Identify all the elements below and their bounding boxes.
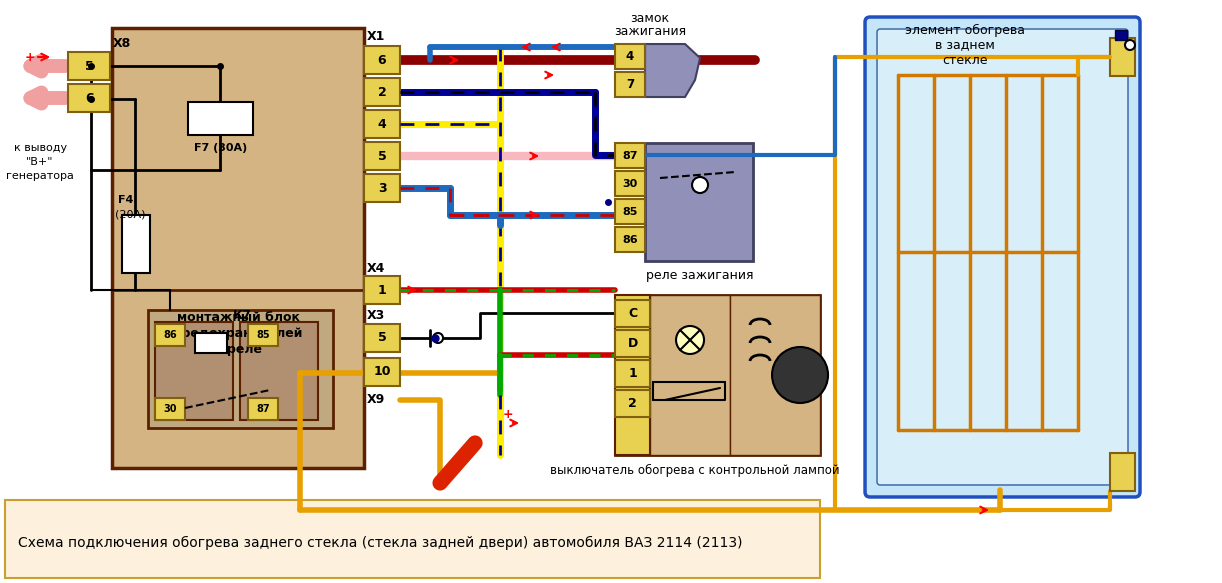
Text: 85: 85 [622,206,638,216]
Circle shape [676,326,704,354]
Text: к выводу: к выводу [13,143,67,153]
Text: в заднем: в заднем [935,38,995,51]
Text: реле зажигания: реле зажигания [646,269,754,282]
Text: монтажный блок: монтажный блок [177,311,299,325]
Text: X1: X1 [367,30,385,43]
Text: 5: 5 [378,332,386,345]
Bar [1110,453,1135,491]
Bar [1114,30,1127,40]
Text: К7: К7 [232,310,252,322]
Bar [155,398,185,420]
Text: 87: 87 [257,404,270,414]
Circle shape [433,333,444,343]
Bar [364,276,400,304]
Text: элемент обогрева: элемент обогрева [906,23,1025,37]
Text: зажигания: зажигания [613,24,686,37]
Text: 85: 85 [257,330,270,340]
Text: 87: 87 [622,150,638,160]
Bar [248,398,279,420]
Bar [615,227,645,252]
Text: X8: X8 [114,37,131,50]
Text: "В+": "В+" [27,157,54,167]
Text: 5: 5 [378,149,386,163]
Text: C: C [628,307,637,320]
Text: +: + [24,51,35,64]
Circle shape [692,177,708,193]
Bar [248,324,279,346]
Circle shape [772,347,829,403]
Bar [615,295,650,455]
Bar [615,143,645,168]
Text: и реле: и реле [214,343,262,356]
Text: 86: 86 [164,330,177,340]
Text: 5: 5 [84,59,93,72]
Bar [364,358,400,386]
Bar [615,295,820,455]
Text: 4: 4 [626,50,634,63]
Text: 1: 1 [378,283,386,297]
Bar [615,300,650,327]
Text: 2: 2 [628,397,637,410]
Bar [364,324,400,352]
Text: +: + [502,409,513,422]
Bar [615,330,650,357]
Circle shape [1125,40,1135,50]
Bar [615,199,645,224]
Bar [615,44,645,69]
Bar [364,142,400,170]
Bar [615,360,650,387]
Polygon shape [645,44,700,97]
Text: 86: 86 [622,234,638,244]
Bar [364,46,400,74]
Text: 6: 6 [84,92,93,104]
Text: X4: X4 [367,262,385,275]
Bar [122,215,150,273]
Bar [155,322,233,420]
Text: D: D [627,337,638,350]
Text: 1: 1 [628,367,637,380]
Bar [148,310,334,428]
Bar [188,102,253,135]
Bar [364,78,400,106]
Text: X3: X3 [367,310,385,322]
Bar [615,390,650,417]
Bar [645,143,753,261]
Text: стекле: стекле [942,54,987,66]
Bar [615,171,645,196]
Bar [1110,38,1135,76]
Bar [364,110,400,138]
Text: 4: 4 [378,118,386,131]
Text: генератора: генератора [6,171,75,181]
Text: 10: 10 [373,366,391,378]
Text: 7: 7 [626,78,634,91]
Text: выключатель обогрева с контрольной лампой: выключатель обогрева с контрольной лампо… [550,463,840,476]
Bar [650,295,730,455]
Text: F7 (30А): F7 (30А) [194,143,248,153]
Bar [240,322,318,420]
Bar [5,500,820,578]
Bar [730,295,820,455]
Bar [155,324,185,346]
Bar [112,28,364,468]
Text: (20А): (20А) [115,209,145,219]
Text: X9: X9 [367,394,385,406]
FancyBboxPatch shape [877,29,1128,485]
Text: 2: 2 [378,86,386,99]
Text: F4: F4 [119,195,133,205]
Text: 3: 3 [378,181,386,195]
Bar [68,84,110,112]
Bar [196,333,227,353]
Text: 30: 30 [164,404,177,414]
Text: замок: замок [631,12,670,24]
Bar [68,52,110,80]
Bar [364,174,400,202]
Text: предохранителей: предохранителей [174,328,303,340]
FancyBboxPatch shape [865,17,1140,497]
Text: 30: 30 [622,178,638,188]
Text: 6: 6 [378,54,386,66]
Bar [615,72,645,97]
Text: Схема подключения обогрева заднего стекла (стекла задней двери) автомобиля ВАЗ 2: Схема подключения обогрева заднего стекл… [18,536,743,550]
